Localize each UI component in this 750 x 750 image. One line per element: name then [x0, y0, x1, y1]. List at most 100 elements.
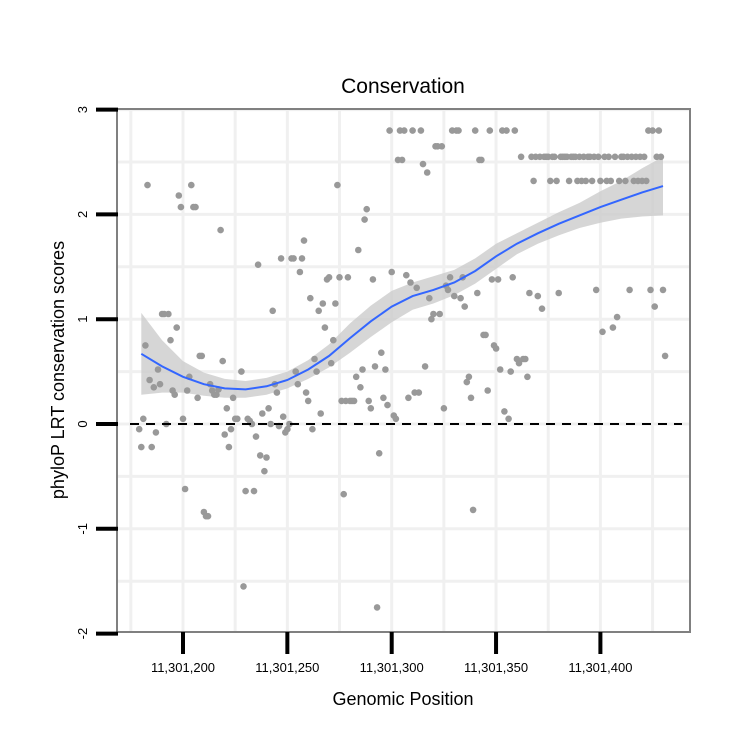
data-point	[405, 394, 412, 402]
data-point	[242, 487, 249, 495]
data-point	[488, 276, 496, 283]
data-point	[327, 359, 335, 367]
data-point	[417, 127, 425, 134]
data-point	[267, 420, 275, 428]
data-point	[588, 177, 596, 185]
data-point	[649, 127, 656, 134]
data-point	[622, 177, 629, 185]
data-point	[229, 394, 237, 402]
data-point	[234, 415, 241, 423]
data-point	[496, 366, 504, 373]
data-point	[626, 286, 633, 294]
data-point	[375, 450, 383, 457]
data-point	[227, 425, 235, 433]
y-tick-label: 3	[75, 106, 90, 113]
data-point	[144, 181, 151, 189]
data-point	[613, 313, 621, 321]
data-point	[177, 203, 185, 211]
x-tick-label: 11,301,200	[151, 660, 215, 675]
data-point	[213, 391, 220, 399]
data-point	[643, 177, 650, 185]
data-point	[152, 429, 160, 436]
data-point	[167, 336, 174, 344]
data-point	[640, 153, 648, 161]
data-point	[611, 153, 619, 161]
data-point	[565, 177, 573, 185]
y-axis-label: phyloP LRT conservation scores	[48, 241, 68, 499]
data-point	[409, 127, 416, 134]
data-point	[298, 255, 306, 262]
data-point	[388, 268, 396, 276]
data-point	[294, 380, 302, 388]
data-point	[309, 425, 316, 433]
x-tick-label: 11,301,400	[568, 660, 632, 675]
data-point	[279, 413, 287, 421]
data-point	[605, 153, 612, 161]
data-point	[655, 127, 663, 134]
data-point	[250, 487, 258, 495]
data-point	[292, 368, 300, 375]
data-point	[238, 368, 245, 375]
data-point	[192, 203, 199, 211]
data-point	[156, 380, 164, 388]
data-point	[265, 405, 272, 412]
y-tick-label: 1	[75, 316, 90, 323]
data-point	[446, 274, 454, 281]
data-point	[463, 378, 471, 386]
data-point	[304, 397, 312, 405]
data-point	[505, 415, 512, 423]
x-axis: 11,301,200 11,301,250 11,301,300 11,301,350…	[151, 632, 632, 675]
data-point	[647, 286, 654, 294]
data-point	[607, 177, 615, 185]
data-point	[252, 433, 260, 440]
data-point	[198, 352, 206, 360]
data-point	[273, 389, 281, 396]
data-point	[380, 394, 387, 402]
data-point	[457, 294, 464, 302]
data-point	[336, 274, 343, 281]
x-tick-label: 11,301,300	[360, 660, 424, 675]
data-points-layer	[135, 127, 669, 611]
data-point	[183, 387, 191, 394]
data-point	[240, 583, 247, 590]
data-point	[419, 160, 427, 168]
data-point	[204, 512, 212, 520]
data-point	[501, 408, 508, 415]
data-point	[146, 376, 153, 384]
data-point	[484, 387, 492, 394]
data-point	[426, 294, 433, 302]
data-point	[225, 443, 233, 451]
data-point	[188, 181, 195, 189]
data-point	[555, 289, 562, 297]
data-point	[319, 300, 327, 307]
data-point	[651, 303, 658, 310]
data-point	[503, 127, 510, 134]
data-point	[438, 143, 446, 150]
data-point	[300, 237, 308, 244]
data-point	[430, 310, 437, 318]
data-point	[261, 467, 268, 475]
data-point	[436, 310, 444, 318]
data-point	[509, 274, 516, 281]
data-point	[135, 425, 143, 433]
data-point	[538, 305, 546, 313]
data-point	[398, 156, 406, 164]
data-point	[173, 324, 180, 331]
data-point	[373, 604, 381, 611]
data-point	[140, 415, 147, 423]
data-point	[428, 315, 435, 323]
data-point	[352, 373, 360, 381]
y-axis: -2 -1 0 1 2 3	[75, 106, 118, 639]
data-point	[413, 284, 421, 292]
data-point	[361, 216, 368, 223]
data-point	[592, 286, 600, 294]
data-point	[334, 181, 341, 189]
data-point	[181, 485, 189, 493]
data-point	[451, 292, 458, 300]
data-point	[359, 366, 366, 373]
data-point	[263, 454, 270, 461]
data-point	[524, 373, 531, 381]
chart-title: Conservation	[341, 75, 465, 98]
data-point	[290, 255, 297, 262]
x-tick-label: 11,301,250	[255, 660, 319, 675]
